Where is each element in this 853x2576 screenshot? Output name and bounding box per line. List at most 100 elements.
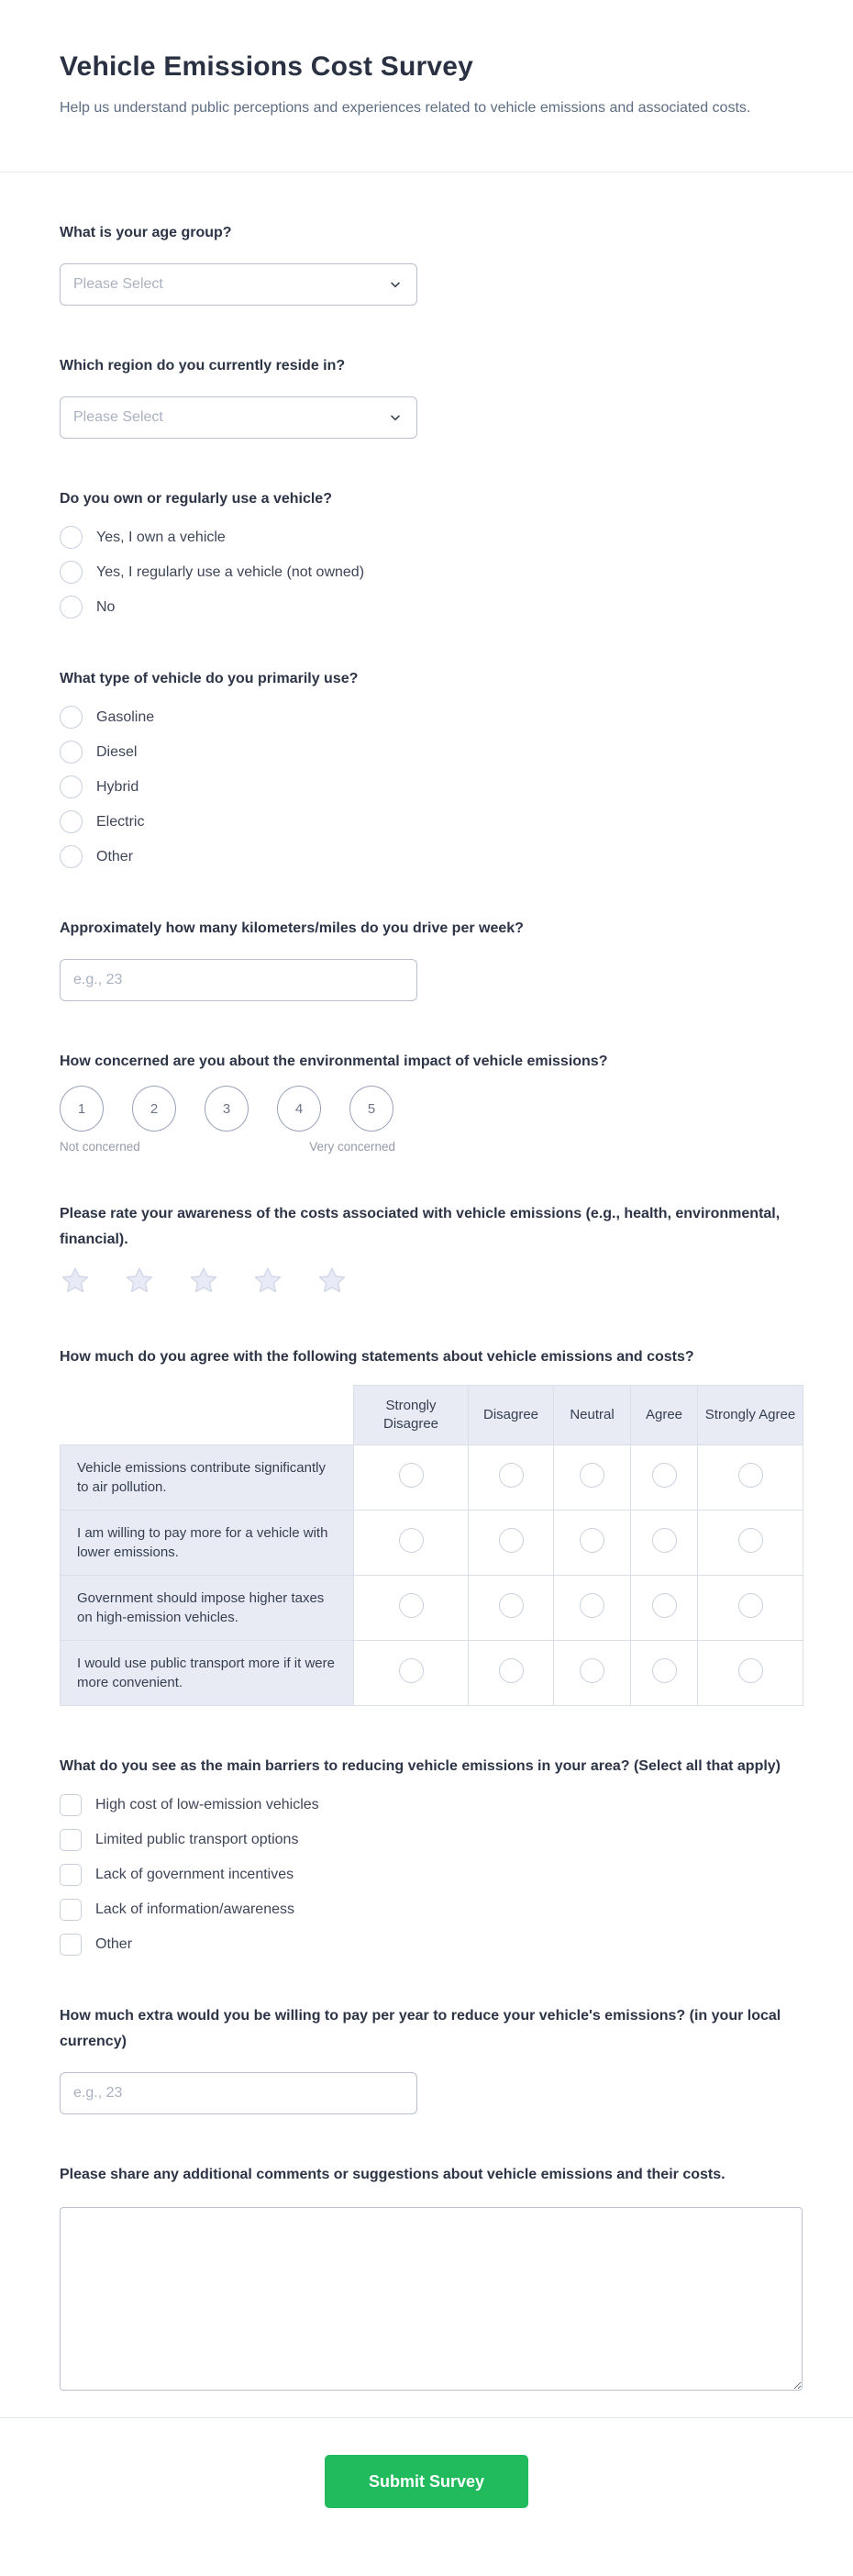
matrix-cell: [468, 1510, 554, 1576]
matrix-radio-icon[interactable]: [737, 1593, 763, 1618]
question-label: How much do you agree with the following…: [60, 1349, 694, 1365]
chevron-down-icon: [391, 415, 400, 421]
radio-option[interactable]: Diesel: [60, 741, 793, 764]
radio-option[interactable]: No: [60, 596, 793, 619]
pay-extra-input[interactable]: [60, 2072, 417, 2114]
matrix-cell: [697, 1444, 803, 1511]
matrix-radio-icon[interactable]: [580, 1658, 604, 1683]
matrix-radio-icon[interactable]: [651, 1463, 677, 1488]
comments-textarea[interactable]: [60, 2207, 803, 2391]
matrix-row-label: Government should impose higher taxes on…: [60, 1575, 354, 1641]
matrix-column-header: Neutral: [553, 1385, 631, 1445]
star-icon[interactable]: [252, 1266, 283, 1297]
matrix-radio-icon[interactable]: [398, 1463, 424, 1488]
scale-option-4[interactable]: 4: [277, 1086, 321, 1132]
matrix-radio-icon[interactable]: [737, 1528, 763, 1553]
star-icon[interactable]: [316, 1266, 348, 1297]
checkbox-option-label: Limited public transport options: [95, 1832, 299, 1847]
form-title: Vehicle Emissions Cost Survey: [60, 51, 473, 82]
matrix-row-label: I would use public transport more if it …: [60, 1640, 354, 1706]
star-rating: [60, 1266, 793, 1297]
select-placeholder: Please Select: [73, 409, 163, 425]
question-label: Please rate your awareness of the costs …: [60, 1206, 781, 1247]
matrix-cell: [353, 1575, 469, 1641]
radio-option[interactable]: Yes, I regularly use a vehicle (not owne…: [60, 561, 793, 584]
matrix-radio-icon[interactable]: [498, 1658, 524, 1683]
question-region: Which region do you currently reside in?…: [60, 353, 793, 439]
checkbox-option[interactable]: Lack of information/awareness: [60, 1898, 793, 1921]
radio-option[interactable]: Yes, I own a vehicle: [60, 526, 793, 549]
scale-option-5[interactable]: 5: [349, 1086, 393, 1132]
radio-icon: [60, 526, 83, 549]
matrix-radio-icon[interactable]: [737, 1658, 763, 1683]
matrix-cell: [353, 1640, 469, 1706]
matrix-radio-icon[interactable]: [580, 1593, 604, 1618]
drive-distance-input[interactable]: [60, 959, 417, 1001]
scale-row: 1 2 3 4 5: [60, 1086, 395, 1132]
matrix-cell: [630, 1510, 698, 1576]
radio-option[interactable]: Electric: [60, 810, 793, 833]
matrix-cell: [468, 1575, 554, 1641]
matrix-radio-icon[interactable]: [398, 1528, 424, 1553]
matrix-row: Vehicle emissions contribute significant…: [60, 1444, 803, 1511]
matrix-radio-icon[interactable]: [498, 1463, 524, 1488]
radio-icon: [60, 845, 83, 868]
question-agreement-matrix: How much do you agree with the following…: [60, 1344, 803, 1706]
matrix-cell: [697, 1575, 803, 1641]
matrix-radio-icon[interactable]: [737, 1463, 763, 1488]
chevron-down-icon: [391, 282, 400, 288]
checkbox-option[interactable]: Lack of government incentives: [60, 1863, 793, 1886]
question-label: What type of vehicle do you primarily us…: [60, 671, 359, 686]
scale-end-labels: Not concerned Very concerned: [60, 1140, 395, 1154]
star-icon[interactable]: [60, 1266, 91, 1297]
matrix-cell: [697, 1510, 803, 1576]
checkbox-option-label: Lack of information/awareness: [95, 1901, 294, 1917]
matrix-cell: [630, 1575, 698, 1641]
matrix-radio-icon[interactable]: [580, 1463, 604, 1488]
matrix-radio-icon[interactable]: [580, 1528, 604, 1553]
scale-option-1[interactable]: 1: [60, 1086, 104, 1132]
question-label: What is your age group?: [60, 225, 232, 240]
checkbox-option[interactable]: Other: [60, 1933, 793, 1956]
matrix-column-header: Strongly Disagree: [353, 1385, 469, 1445]
matrix-radio-icon[interactable]: [398, 1658, 424, 1683]
scale-option-2[interactable]: 2: [132, 1086, 176, 1132]
submit-survey-button[interactable]: Submit Survey: [325, 2455, 528, 2508]
star-icon[interactable]: [124, 1266, 155, 1297]
scale-max-label: Very concerned: [309, 1140, 395, 1154]
matrix-cell: [553, 1444, 631, 1511]
question-label: Please share any additional comments or …: [60, 2167, 726, 2182]
radio-option-label: Yes, I regularly use a vehicle (not owne…: [96, 564, 365, 580]
matrix-cell: [553, 1510, 631, 1576]
matrix-radio-icon[interactable]: [498, 1593, 524, 1618]
radio-option[interactable]: Hybrid: [60, 775, 793, 798]
matrix-radio-icon[interactable]: [651, 1593, 677, 1618]
matrix-column-header: Strongly Agree: [697, 1385, 803, 1445]
checkbox-option-label: Lack of government incentives: [95, 1867, 294, 1882]
checkbox-option[interactable]: High cost of low-emission vehicles: [60, 1793, 793, 1816]
radio-option[interactable]: Gasoline: [60, 706, 793, 729]
matrix-header-row: Strongly Disagree Disagree Neutral Agree…: [61, 1385, 803, 1445]
region-select[interactable]: Please Select: [60, 396, 417, 439]
age-group-select[interactable]: Please Select: [60, 263, 417, 306]
question-comments: Please share any additional comments or …: [60, 2162, 803, 2391]
matrix-cell: [553, 1640, 631, 1706]
question-awareness-rating: Please rate your awareness of the costs …: [60, 1201, 793, 1297]
matrix-radio-icon[interactable]: [398, 1593, 424, 1618]
checkbox-icon: [60, 1828, 82, 1851]
form-header: Vehicle Emissions Cost Survey Help us un…: [0, 0, 853, 173]
checkbox-option[interactable]: Limited public transport options: [60, 1828, 793, 1851]
radio-option-label: Yes, I own a vehicle: [96, 530, 226, 545]
radio-group-vehicle-use: Yes, I own a vehicle Yes, I regularly us…: [60, 526, 793, 619]
radio-option-label: No: [96, 599, 116, 615]
checkbox-icon: [60, 1898, 82, 1921]
radio-option[interactable]: Other: [60, 845, 793, 868]
matrix-radio-icon[interactable]: [651, 1528, 677, 1553]
question-label: What do you see as the main barriers to …: [60, 1758, 781, 1774]
matrix-radio-icon[interactable]: [651, 1658, 677, 1683]
scale-option-3[interactable]: 3: [205, 1086, 249, 1132]
question-concern-scale: How concerned are you about the environm…: [60, 1049, 793, 1154]
matrix-radio-icon[interactable]: [498, 1528, 524, 1553]
star-icon[interactable]: [188, 1266, 219, 1297]
radio-option-label: Electric: [96, 814, 145, 830]
